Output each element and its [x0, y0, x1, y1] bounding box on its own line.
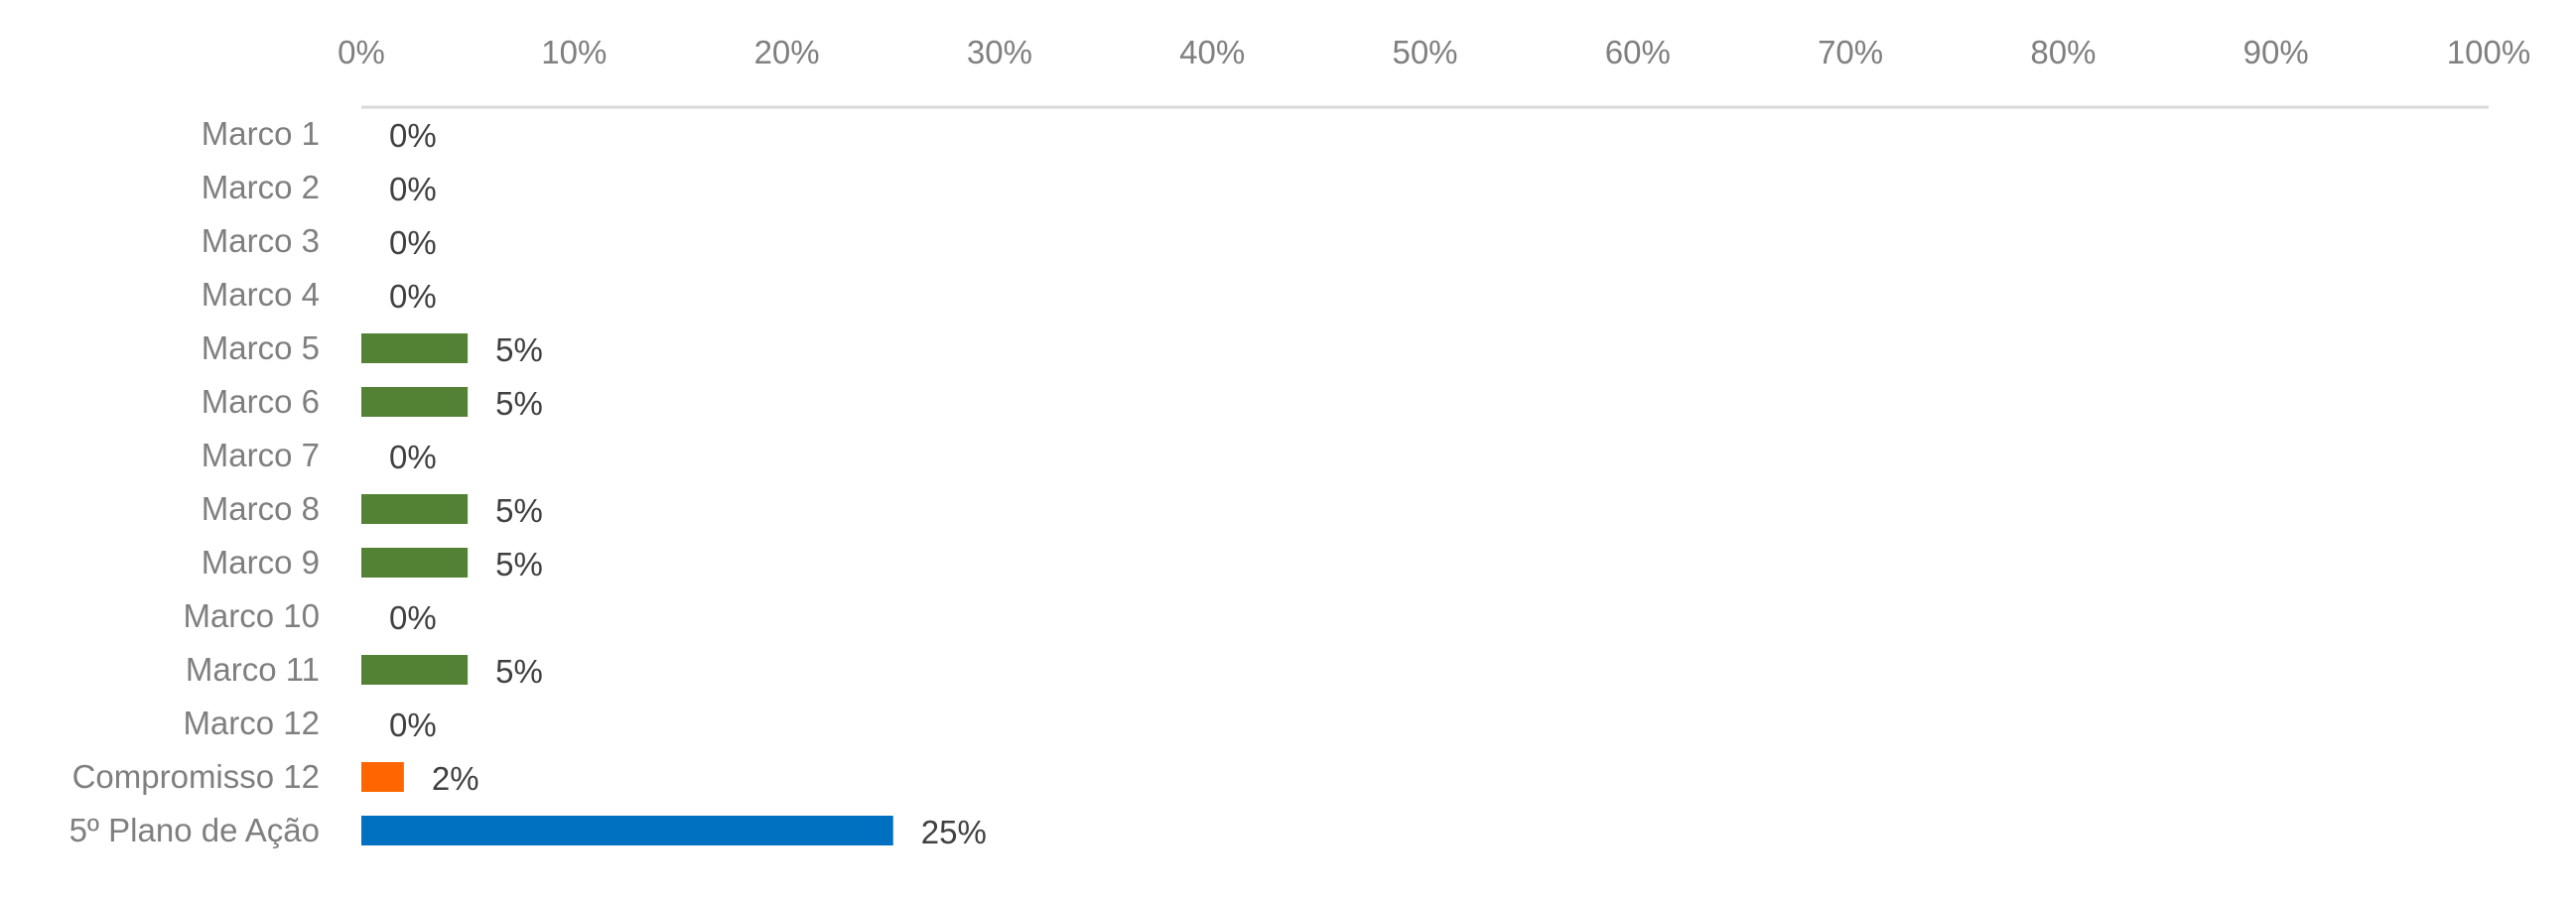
data-label: 5% — [495, 331, 543, 368]
data-label: 5% — [495, 385, 543, 422]
x-tick-label: 20% — [754, 34, 820, 70]
data-label: 0% — [389, 171, 437, 207]
data-label: 0% — [389, 278, 437, 315]
data-label: 0% — [389, 707, 437, 743]
x-tick-label: 80% — [2030, 34, 2096, 70]
category-label: Marco 11 — [186, 651, 320, 688]
bar — [361, 548, 469, 578]
x-tick-label: 0% — [338, 34, 385, 70]
category-label: 5º Plano de Ação — [69, 812, 320, 848]
bar — [361, 387, 469, 417]
data-label: 2% — [432, 760, 479, 797]
category-label: Compromisso 12 — [72, 758, 320, 795]
x-tick-label: 30% — [967, 34, 1032, 70]
x-tick-label: 90% — [2243, 34, 2309, 70]
x-tick-label: 60% — [1605, 34, 1671, 70]
category-label: Marco 10 — [183, 597, 320, 634]
data-label: 0% — [389, 439, 437, 475]
bar — [361, 494, 469, 524]
category-label: Marco 5 — [202, 329, 320, 366]
bar — [361, 655, 469, 685]
data-label: 25% — [921, 814, 987, 850]
category-label: Marco 1 — [202, 115, 320, 152]
data-label: 0% — [389, 599, 437, 636]
x-tick-label: 50% — [1392, 34, 1457, 70]
data-label: 5% — [495, 492, 543, 529]
data-label: 5% — [495, 546, 543, 582]
category-label: Marco 7 — [202, 437, 320, 473]
bar — [361, 762, 404, 792]
data-label: 5% — [495, 653, 543, 690]
x-tick-label: 70% — [1818, 34, 1883, 70]
category-label: Marco 6 — [202, 383, 320, 420]
bar — [361, 816, 893, 845]
category-label: Marco 9 — [202, 544, 320, 581]
category-label: Marco 3 — [202, 222, 320, 259]
data-label: 0% — [389, 117, 437, 154]
bar — [361, 333, 469, 363]
x-tick-label: 100% — [2447, 34, 2530, 70]
data-label: 0% — [389, 224, 437, 261]
x-tick-label: 10% — [541, 34, 607, 70]
category-label: Marco 8 — [202, 490, 320, 527]
category-label: Marco 12 — [183, 705, 320, 741]
category-label: Marco 4 — [202, 276, 320, 313]
x-tick-label: 40% — [1179, 34, 1245, 70]
category-label: Marco 2 — [202, 169, 320, 205]
